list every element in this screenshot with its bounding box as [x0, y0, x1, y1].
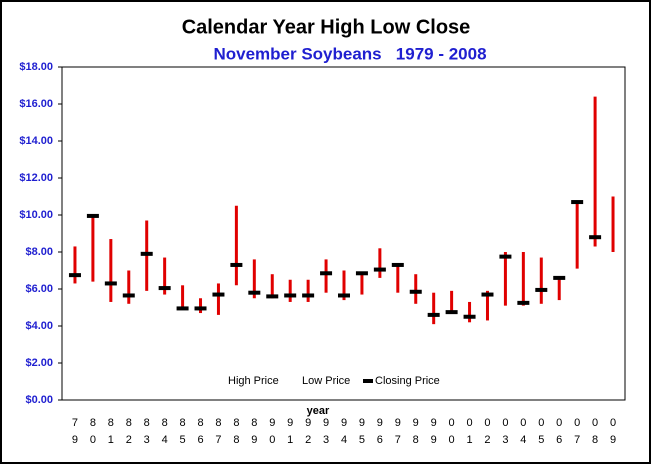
close-mark	[176, 306, 189, 311]
close-mark	[481, 292, 494, 297]
close-mark	[463, 314, 476, 319]
close-mark	[104, 281, 117, 286]
y-tick-label: $12.00	[19, 172, 53, 184]
close-mark	[427, 312, 440, 317]
close-mark	[445, 310, 458, 315]
chart-subtitle: November Soybeans 1979 - 2008	[213, 44, 486, 63]
y-tick-label: $14.00	[19, 135, 53, 147]
y-tick-label: $6.00	[25, 283, 53, 295]
chart-title: Calendar Year High Low Close	[182, 16, 471, 38]
plot-area	[61, 66, 626, 401]
close-mark	[499, 254, 512, 259]
close-mark	[302, 293, 315, 298]
close-mark	[589, 235, 602, 240]
close-mark	[391, 262, 404, 267]
legend-label: Low Price	[302, 375, 350, 387]
y-tick-label: $2.00	[25, 357, 53, 369]
close-mark	[158, 286, 171, 291]
legend-swatch	[363, 379, 373, 383]
close-mark	[284, 293, 297, 298]
close-mark	[140, 251, 153, 256]
close-mark	[248, 290, 261, 295]
close-mark	[373, 267, 386, 272]
x-axis-label: year	[307, 405, 330, 417]
close-mark	[517, 300, 530, 305]
close-mark	[122, 293, 135, 298]
close-mark	[553, 275, 566, 280]
close-mark	[212, 292, 225, 297]
close-mark	[266, 294, 279, 299]
close-mark	[355, 271, 368, 276]
y-tick-label: $0.00	[25, 394, 53, 406]
close-mark	[194, 306, 207, 311]
close-mark	[338, 293, 350, 298]
y-tick-label: $10.00	[19, 209, 53, 221]
y-tick-label: $18.00	[19, 61, 53, 73]
close-mark	[571, 200, 584, 205]
y-tick-label: $4.00	[25, 320, 53, 332]
close-mark	[86, 213, 99, 218]
close-mark	[230, 262, 243, 267]
y-tick-label: $8.00	[25, 246, 53, 258]
close-mark	[535, 287, 548, 292]
close-mark	[320, 271, 333, 276]
y-tick-label: $16.00	[19, 98, 53, 110]
legend-label: Closing Price	[375, 375, 440, 387]
close-mark	[68, 273, 81, 278]
close-mark	[409, 289, 422, 294]
legend-label: High Price	[228, 375, 279, 387]
